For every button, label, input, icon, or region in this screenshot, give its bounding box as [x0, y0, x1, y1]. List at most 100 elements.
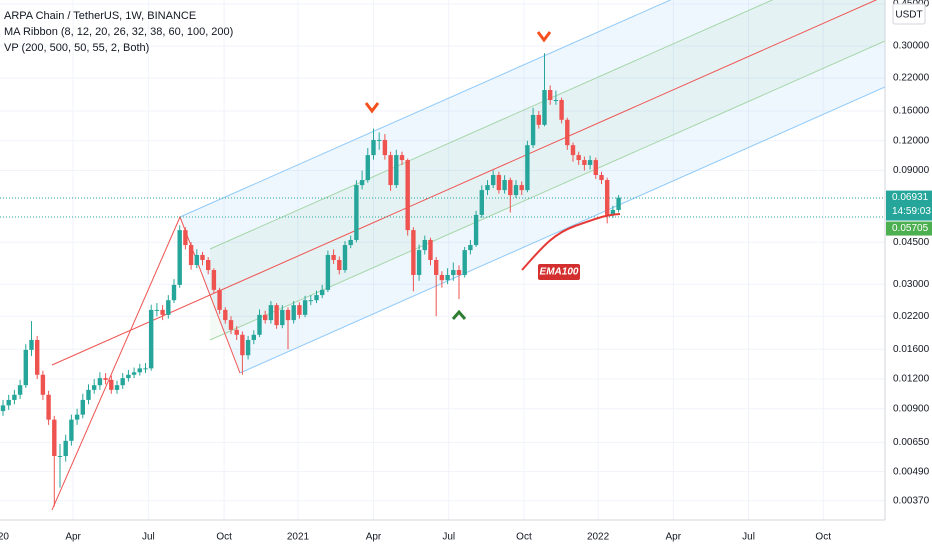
candle-body	[166, 300, 171, 315]
candle-body	[297, 305, 302, 315]
price-label-box	[886, 190, 932, 221]
y-tick-label: 0.04500	[893, 237, 930, 248]
drawings: EMA100	[0, 0, 885, 511]
candle-body	[137, 368, 142, 373]
x-tick-label: Oct	[216, 532, 232, 543]
price-label: 0.05705	[892, 223, 929, 234]
candle-body	[280, 309, 285, 326]
candle-body	[337, 260, 342, 271]
y-tick-label: 0.01600	[893, 344, 930, 355]
candle-body	[171, 284, 177, 301]
candle-body	[371, 139, 376, 156]
candles	[0, 53, 621, 507]
candle-body	[160, 309, 165, 315]
candle-body	[211, 270, 217, 290]
currency: USDT	[895, 10, 922, 21]
candle-body	[154, 309, 160, 311]
candle-body	[74, 414, 80, 420]
candle-body	[194, 254, 199, 266]
candle-body	[405, 160, 410, 231]
candle-body	[359, 180, 365, 186]
candle-body	[399, 155, 405, 161]
candle-body	[445, 274, 450, 281]
candle-body	[17, 385, 23, 395]
candle-body	[177, 230, 182, 285]
indicator: VP (200, 500, 50, 55, 2, Both)	[4, 42, 149, 54]
x-tick-label: Jul	[742, 532, 755, 543]
candle-body	[428, 239, 433, 261]
candle-body	[456, 270, 462, 275]
candle-body	[291, 305, 296, 321]
candle-body	[513, 185, 519, 196]
candle-body	[234, 329, 239, 335]
candle-body	[97, 378, 103, 386]
candle-body	[183, 230, 188, 246]
candle-body	[536, 114, 541, 125]
y-tick-label: 0.00900	[893, 403, 930, 414]
candle-body	[245, 339, 251, 356]
currency-box	[892, 3, 926, 25]
candle-body	[542, 90, 547, 125]
annotation: EMA100	[540, 267, 579, 278]
x-tick-label: 2022	[587, 532, 610, 543]
price-label-box	[886, 221, 932, 236]
indicator: MA Ribbon (8, 12, 20, 26, 32, 38, 60, 10…	[4, 26, 233, 38]
y-tick-label: 0.09000	[893, 165, 930, 176]
candle-body	[439, 274, 445, 281]
candle-body	[188, 245, 194, 266]
channel-inner-fill	[210, 0, 885, 340]
arrow-down	[536, 31, 552, 43]
annotation-box	[538, 264, 580, 280]
candle-body	[251, 334, 256, 340]
candle-body	[570, 145, 576, 156]
candle-body	[519, 185, 524, 191]
y-tick-label: 0.00490	[893, 466, 930, 477]
candle-body	[63, 440, 68, 456]
candle-body	[525, 145, 530, 191]
candle-body	[576, 155, 581, 161]
candle-body	[34, 339, 40, 375]
candle-body	[217, 289, 222, 310]
candle-body	[559, 99, 564, 120]
candle-body	[604, 180, 610, 215]
candle-body	[433, 260, 439, 275]
channel-outer-fill	[180, 0, 885, 373]
candle-body	[29, 339, 34, 350]
y-tick-label: 0.16000	[893, 106, 930, 117]
chart-title: ARPA Chain / TetherUS, 1W, BINANCE	[4, 10, 196, 22]
y-tick-label: 0.22000	[893, 73, 930, 84]
candle-body	[148, 309, 154, 369]
candle-body	[285, 309, 291, 321]
candle-body	[376, 139, 382, 141]
candle-body	[228, 320, 234, 330]
candle-body	[388, 155, 393, 186]
candle-body	[565, 119, 570, 146]
candle-body	[120, 378, 125, 386]
candle-body	[114, 385, 120, 390]
y-tick-label: 0.00370	[893, 495, 930, 506]
candle-body	[490, 175, 496, 186]
candle-body	[40, 374, 46, 395]
candle-body	[308, 300, 313, 302]
candle-body	[502, 180, 507, 191]
candle-body	[80, 399, 85, 415]
candle-body	[23, 349, 28, 386]
candle-body	[302, 300, 308, 315]
y-tick-label: 0.02200	[893, 311, 930, 322]
candle-body	[382, 139, 388, 156]
candle-body	[416, 250, 422, 275]
candle-body	[599, 175, 604, 181]
channel-inner-upper	[209, 0, 774, 250]
candle-body	[451, 270, 456, 275]
x-tick-label: 2020	[0, 532, 9, 543]
arrow-up	[451, 309, 467, 320]
y-tick-label: 0.00650	[893, 437, 930, 448]
candle-body	[496, 175, 502, 191]
candle-body	[354, 185, 359, 240]
candle-body	[365, 155, 370, 181]
candle-body	[462, 250, 467, 275]
candle-body	[479, 190, 484, 215]
candle-body	[616, 197, 621, 210]
candle-body	[485, 185, 490, 191]
